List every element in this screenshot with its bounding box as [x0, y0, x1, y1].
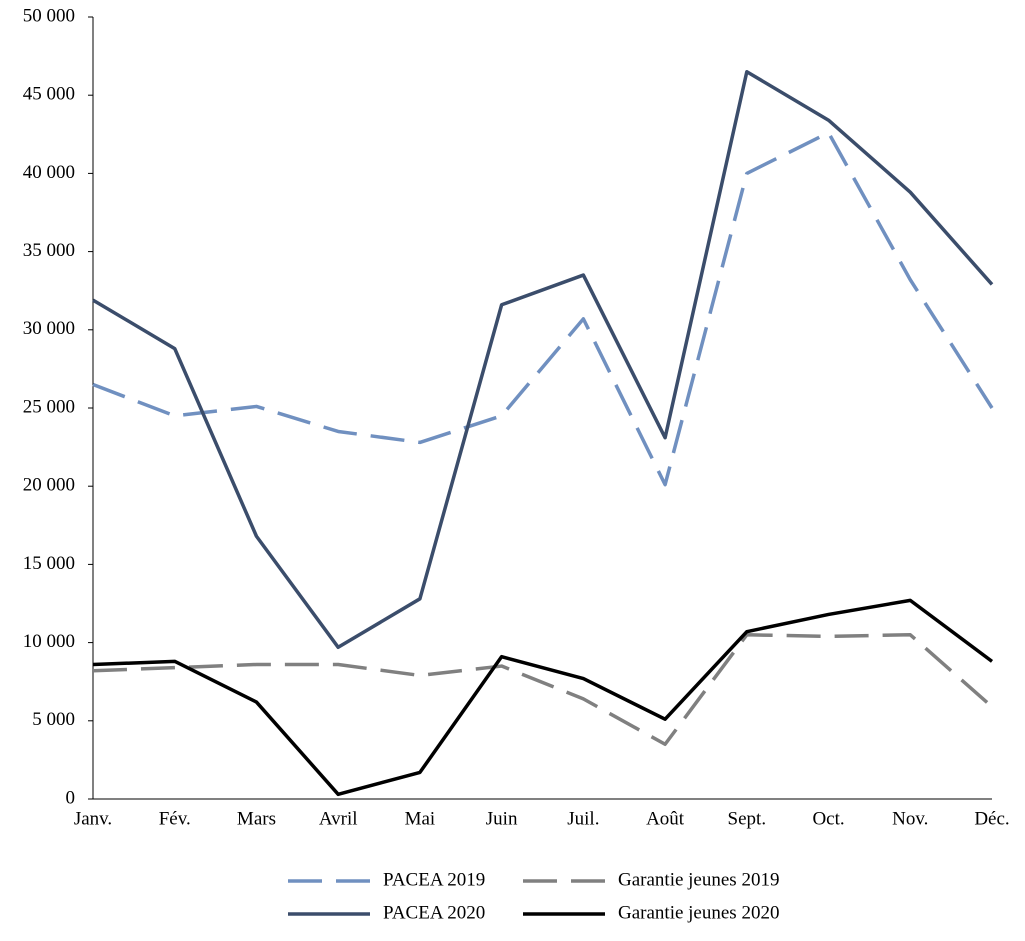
x-tick-label: Mai	[405, 808, 436, 829]
legend-label: Garantie jeunes 2019	[618, 869, 779, 890]
legend-label: PACEA 2020	[383, 902, 485, 923]
x-tick-label: Nov.	[892, 808, 928, 829]
y-tick-label: 45 000	[23, 84, 75, 105]
x-tick-label: Mars	[237, 808, 276, 829]
y-tick-label: 10 000	[23, 631, 75, 652]
y-tick-label: 5 000	[32, 709, 75, 730]
line-series	[92, 69, 994, 650]
legend-label: Garantie jeunes 2020	[618, 902, 779, 923]
y-tick-label: 30 000	[23, 318, 75, 339]
x-tick-label: Janv.	[74, 808, 112, 829]
x-tick-label: Déc.	[974, 808, 1009, 829]
x-tick-label: Oct.	[812, 808, 844, 829]
x-tick-label: Avril	[319, 808, 358, 829]
y-tick-label: 0	[66, 787, 76, 808]
x-tick-label: Fév.	[159, 808, 191, 829]
x-tick-label: Août	[646, 808, 685, 829]
y-tick-label: 15 000	[23, 553, 75, 574]
line-series	[92, 633, 994, 747]
line-series	[92, 598, 994, 797]
y-tick-label: 40 000	[23, 162, 75, 183]
y-tick-label: 50 000	[23, 5, 75, 26]
y-tick-label: 35 000	[23, 240, 75, 261]
line-series	[92, 130, 994, 487]
x-tick-label: Juin	[486, 808, 518, 829]
y-tick-label: 25 000	[23, 396, 75, 417]
x-tick-label: Sept.	[728, 808, 767, 829]
x-tick-label: Juil.	[567, 808, 599, 829]
y-tick-label: 20 000	[23, 475, 75, 496]
legend-label: PACEA 2019	[383, 869, 485, 890]
